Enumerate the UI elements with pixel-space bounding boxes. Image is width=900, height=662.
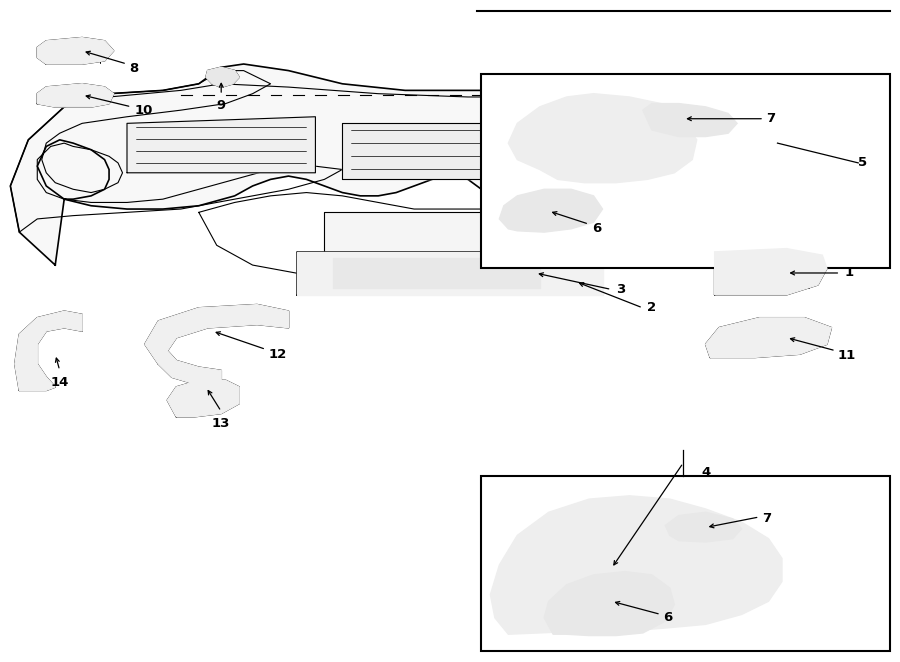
Text: 6: 6 — [663, 611, 673, 624]
Text: 14: 14 — [50, 376, 69, 389]
Text: 7: 7 — [766, 113, 775, 125]
Bar — [482, 74, 889, 268]
Bar — [482, 476, 889, 651]
Polygon shape — [706, 318, 832, 357]
Polygon shape — [11, 64, 611, 265]
Text: 12: 12 — [269, 348, 287, 361]
Polygon shape — [508, 94, 697, 183]
Polygon shape — [544, 571, 674, 636]
Polygon shape — [342, 123, 558, 179]
Text: 2: 2 — [647, 301, 656, 314]
Polygon shape — [643, 103, 737, 136]
Text: 7: 7 — [762, 512, 771, 526]
Polygon shape — [37, 84, 113, 107]
Text: 3: 3 — [616, 283, 625, 296]
Text: 11: 11 — [838, 349, 856, 362]
Polygon shape — [715, 249, 827, 295]
Text: 5: 5 — [859, 156, 868, 169]
Polygon shape — [333, 258, 540, 288]
Polygon shape — [324, 213, 576, 265]
Text: 13: 13 — [212, 416, 230, 430]
Text: 1: 1 — [845, 267, 854, 279]
Text: 9: 9 — [217, 99, 226, 112]
Text: 4: 4 — [701, 466, 710, 479]
Polygon shape — [14, 311, 82, 391]
Polygon shape — [145, 305, 289, 387]
Text: 10: 10 — [134, 104, 153, 117]
Polygon shape — [37, 38, 113, 64]
Text: 6: 6 — [592, 222, 601, 235]
Polygon shape — [206, 68, 239, 87]
Polygon shape — [500, 189, 602, 232]
Polygon shape — [491, 496, 782, 634]
Polygon shape — [167, 381, 239, 416]
Text: 8: 8 — [130, 62, 139, 75]
Polygon shape — [298, 252, 602, 295]
Polygon shape — [665, 512, 742, 542]
Polygon shape — [127, 117, 315, 173]
